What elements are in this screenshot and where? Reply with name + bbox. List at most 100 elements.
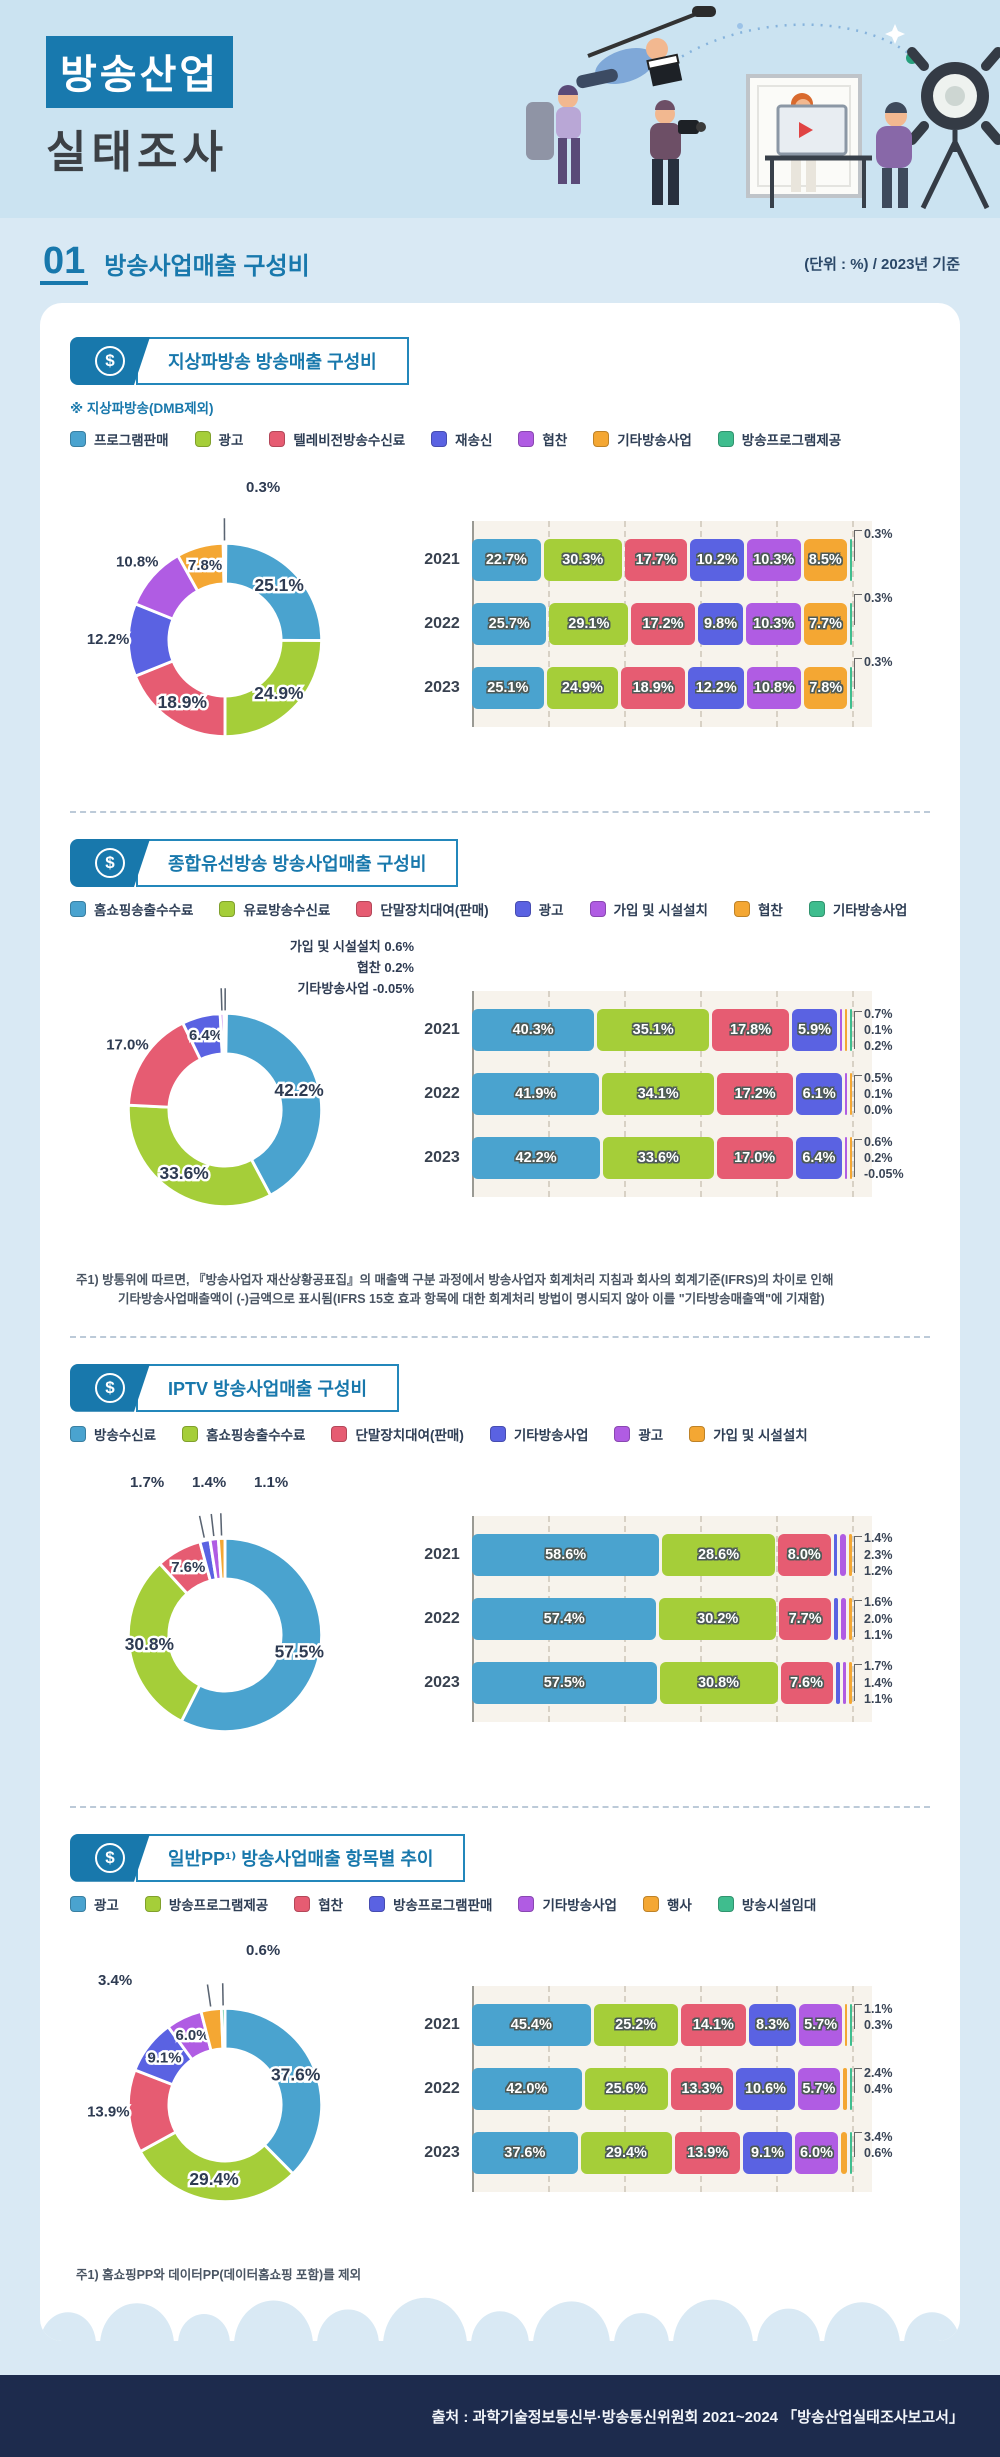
- year-label: 2021: [412, 551, 472, 569]
- bar-segment: 10.3%: [746, 603, 800, 645]
- legend-swatch-icon: [718, 431, 734, 447]
- year-label: 2021: [412, 1546, 472, 1564]
- bar-segment: 57.4%: [472, 1598, 656, 1640]
- bar-callout-value: 2.3%: [864, 1547, 930, 1563]
- legend-label: 광고: [638, 1424, 663, 1444]
- bar-value-label: 34.1%: [638, 1086, 679, 1102]
- bar-segment: [840, 1009, 842, 1051]
- year-label: 2023: [412, 679, 472, 697]
- chart-body: 42.2%33.6%17.0%6.4%가입 및 시설설치 0.6%협찬 0.2%…: [70, 933, 930, 1255]
- donut-callout-label: 1.7%: [130, 1474, 164, 1491]
- footnote-line: 기타방송사업매출액이 (-)금액으로 표시됨(IFRS 15호 효과 항목에 대…: [76, 1290, 930, 1309]
- cloud-bump: [178, 2314, 231, 2341]
- bar-value-label: 9.1%: [751, 2145, 784, 2161]
- chart-title: 일반PP¹⁾ 방송사업매출 항목별 추이: [136, 1834, 465, 1882]
- bar-callout-value: 1.6%: [864, 1594, 930, 1610]
- legend-swatch-icon: [643, 1896, 659, 1912]
- donut-label: 33.6%: [159, 1163, 208, 1183]
- bar-segment: 12.2%: [688, 667, 744, 709]
- bar-segment: [843, 1662, 846, 1704]
- page-header: 방송산업 실태조사: [0, 0, 1000, 218]
- legend-swatch-icon: [431, 431, 447, 447]
- legend-swatch-icon: [718, 1896, 734, 1912]
- bar-callout-values: 1.1%0.3%: [852, 2001, 930, 2034]
- legend-label: 협찬: [542, 429, 567, 449]
- year-label: 2022: [412, 1085, 472, 1103]
- bar-value-label: 28.6%: [698, 1547, 739, 1563]
- legend-item: 기타방송사업: [809, 899, 908, 919]
- bar-value-label: 6.1%: [803, 1086, 836, 1102]
- legend-swatch-icon: [70, 431, 86, 447]
- donut-label: 7.8%: [188, 557, 222, 574]
- legend-item: 가입 및 시설설치: [590, 899, 708, 919]
- bar-segment: 5.7%: [798, 2068, 840, 2110]
- legend-item: 텔레비전방송수신료: [269, 429, 405, 449]
- donut-label: 7.6%: [171, 1559, 205, 1576]
- bar-segment: 35.1%: [597, 1009, 709, 1051]
- bar-value-label: 33.6%: [638, 1150, 679, 1166]
- bar-value-label: 41.9%: [515, 1086, 556, 1102]
- cloud-bump: [757, 2309, 820, 2341]
- bar-value-label: 18.9%: [633, 680, 674, 696]
- bar-value-label: 17.2%: [642, 616, 683, 632]
- bar-segment: 9.1%: [743, 2132, 792, 2174]
- bar-callout-value: -0.05%: [864, 1166, 930, 1182]
- bar-callout-value: 0.5%: [864, 1070, 930, 1086]
- footnote-line: 주1) 방통위에 따르면, 『방송사업자 재산상황공표집』의 매출액 구분 과정…: [76, 1271, 930, 1290]
- bar-callout-values: 1.7%1.4%1.1%: [852, 1658, 930, 1707]
- donut-label: 25.1%: [255, 575, 304, 595]
- donut-slice: [221, 2008, 225, 2049]
- bar-callout-value: 0.2%: [864, 1038, 930, 1054]
- donut-chart: 42.2%33.6%17.0%6.4%가입 및 시설설치 0.6%협찬 0.2%…: [70, 933, 400, 1255]
- legend-label: 홈쇼핑송출수수료: [94, 899, 193, 919]
- legend-label: 방송프로그램판매: [393, 1894, 492, 1914]
- bar-value-label: 24.9%: [562, 680, 603, 696]
- legend-item: 방송시설임대: [718, 1894, 817, 1914]
- bar-segment: 14.1%: [681, 2004, 746, 2046]
- legend-swatch-icon: [614, 1426, 630, 1442]
- cloud-bump: [533, 2302, 610, 2342]
- bar-callout-value: 1.4%: [864, 1675, 930, 1691]
- legend-item: 협찬: [734, 899, 783, 919]
- bar-segment: 10.8%: [747, 667, 801, 709]
- chart-title-badge: $ 일반PP¹⁾ 방송사업매출 항목별 추이: [70, 1834, 465, 1882]
- bar-segment: 30.2%: [659, 1598, 776, 1640]
- bar-value-label: 9.8%: [704, 616, 737, 632]
- bar-value-label: 58.6%: [545, 1547, 586, 1563]
- bar-segment: 13.3%: [671, 2068, 734, 2110]
- legend-swatch-icon: [219, 901, 235, 917]
- year-label: 2022: [412, 2080, 472, 2098]
- bar-value-label: 29.4%: [606, 2145, 647, 2161]
- legend-item: 단말장치대여(판매): [356, 899, 488, 919]
- bar-segment: 7.7%: [779, 1598, 831, 1640]
- bar-segment: 33.6%: [603, 1137, 713, 1179]
- legend-swatch-icon: [356, 901, 372, 917]
- page-title: 방송산업 실태조사: [46, 36, 233, 180]
- bar-segment: 10.3%: [747, 539, 801, 581]
- legend-label: 광고: [94, 1894, 119, 1914]
- stacked-bar: 25.1%24.9%18.9%12.2%10.8%7.8%: [472, 667, 852, 709]
- bar-segment: 18.9%: [621, 667, 685, 709]
- year-label: 2023: [412, 1674, 472, 1692]
- year-label: 2022: [412, 615, 472, 633]
- bar-callout-value: 0.6%: [864, 2145, 930, 2161]
- chart-title-badge: $ 지상파방송 방송매출 구성비: [70, 337, 409, 385]
- callout-leader-line: [207, 1984, 210, 2006]
- legend-swatch-icon: [70, 901, 86, 917]
- legend-item: 프로그램판매: [70, 429, 169, 449]
- bar-segment: 13.9%: [675, 2132, 740, 2174]
- legend-label: 협찬: [318, 1894, 343, 1914]
- donut-chart: 37.6%29.4%13.9%9.1%6.0%3.4%0.6%: [70, 1928, 400, 2250]
- bar-segment: 7.7%: [804, 603, 847, 645]
- bar-segment: [843, 2068, 847, 2110]
- legend-item: 기타방송사업: [518, 1894, 617, 1914]
